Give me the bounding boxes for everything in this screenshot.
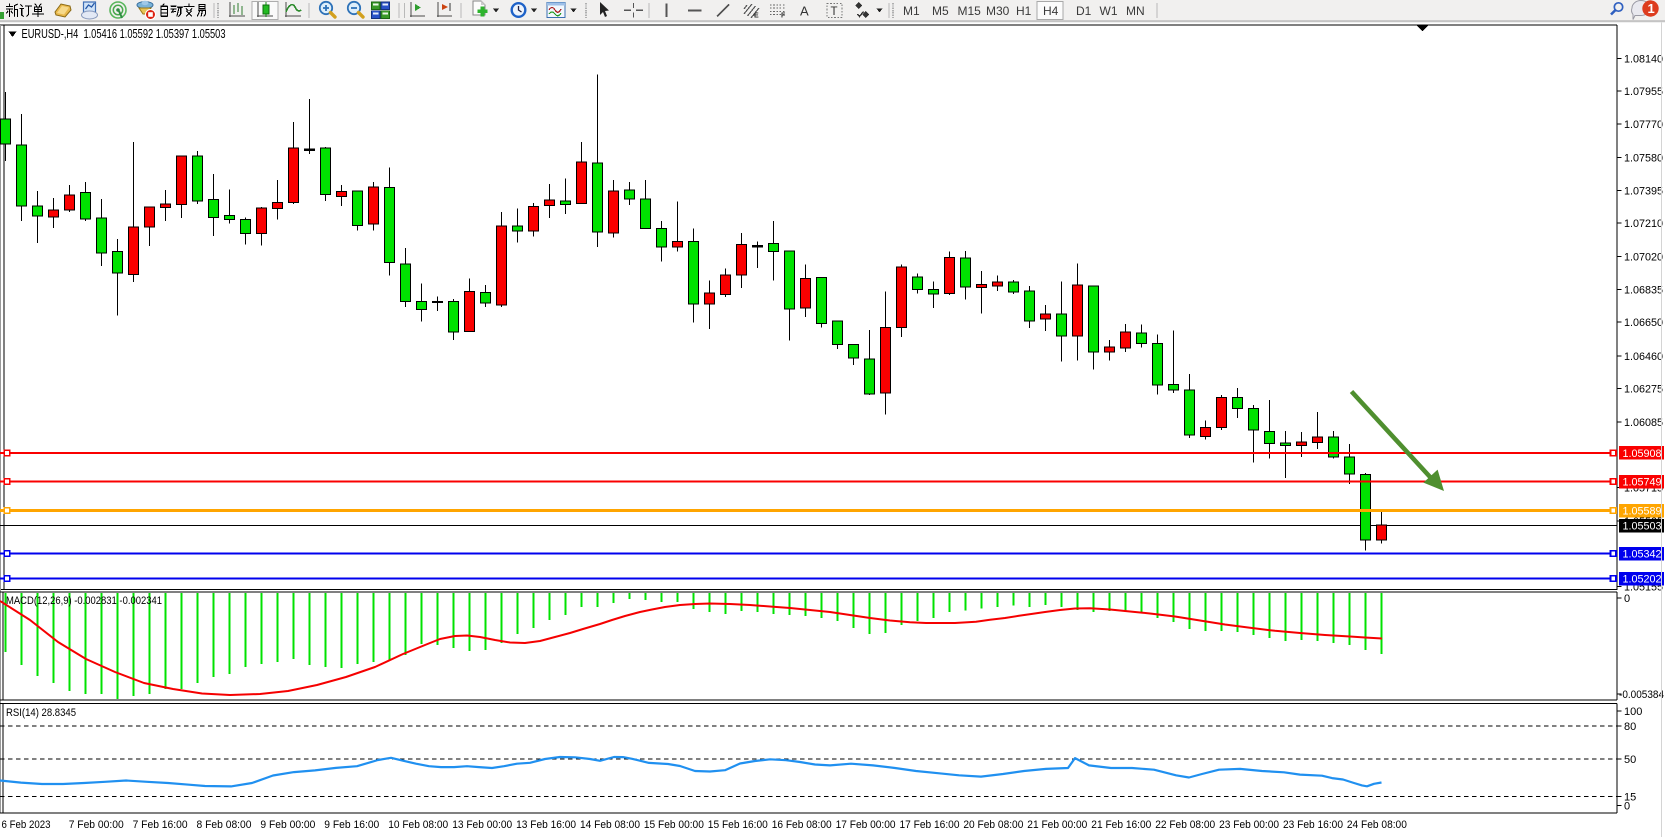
svg-text:16 Feb 08:00: 16 Feb 08:00 xyxy=(772,819,832,831)
svg-text:M5: M5 xyxy=(932,4,949,18)
svg-text:1.07020: 1.07020 xyxy=(1624,252,1663,264)
svg-text:1.05342: 1.05342 xyxy=(1623,549,1662,561)
svg-text:1.08140: 1.08140 xyxy=(1624,54,1663,66)
svg-text:13 Feb 00:00: 13 Feb 00:00 xyxy=(452,819,512,831)
svg-text:24 Feb 08:00: 24 Feb 08:00 xyxy=(1347,819,1407,831)
svg-text:22 Feb 08:00: 22 Feb 08:00 xyxy=(1155,819,1215,831)
svg-text:0: 0 xyxy=(1624,801,1630,813)
svg-text:1.05503: 1.05503 xyxy=(1623,521,1662,533)
svg-text:15 Feb 16:00: 15 Feb 16:00 xyxy=(708,819,768,831)
svg-text:17 Feb 00:00: 17 Feb 00:00 xyxy=(836,819,896,831)
svg-text:1.05908: 1.05908 xyxy=(1623,448,1662,460)
svg-text:1.06085: 1.06085 xyxy=(1624,417,1663,429)
svg-text:50: 50 xyxy=(1624,754,1636,766)
svg-text:1.07770: 1.07770 xyxy=(1624,119,1663,131)
svg-text:M30: M30 xyxy=(986,4,1010,18)
svg-text:MACD(12,26,9) -0.002831 -0.002: MACD(12,26,9) -0.002831 -0.002341 xyxy=(6,595,162,607)
svg-text:23 Feb 16:00: 23 Feb 16:00 xyxy=(1283,819,1343,831)
svg-text:20 Feb 08:00: 20 Feb 08:00 xyxy=(963,819,1023,831)
svg-text:1.06460: 1.06460 xyxy=(1624,351,1663,363)
svg-text:1.05202: 1.05202 xyxy=(1623,574,1662,586)
svg-text:W1: W1 xyxy=(1100,4,1118,18)
svg-text:1.06835: 1.06835 xyxy=(1624,285,1663,297)
svg-text:21 Feb 00:00: 21 Feb 00:00 xyxy=(1027,819,1087,831)
svg-text:T: T xyxy=(831,6,838,18)
svg-text:10 Feb 08:00: 10 Feb 08:00 xyxy=(388,819,448,831)
svg-text:F: F xyxy=(781,13,786,20)
svg-text:EURUSD-,H4 1.05416 1.05592 1.: EURUSD-,H4 1.05416 1.05592 1.05397 1.055… xyxy=(22,27,226,41)
svg-text:100: 100 xyxy=(1624,706,1642,718)
svg-text:1.07955: 1.07955 xyxy=(1624,86,1663,98)
svg-text:14 Feb 08:00: 14 Feb 08:00 xyxy=(580,819,640,831)
svg-text:-0.005384: -0.005384 xyxy=(1619,689,1664,701)
svg-text:15 Feb 00:00: 15 Feb 00:00 xyxy=(644,819,704,831)
svg-text:1.06275: 1.06275 xyxy=(1624,384,1663,396)
svg-text:M1: M1 xyxy=(903,4,920,18)
svg-text:1.07395: 1.07395 xyxy=(1624,186,1663,198)
svg-text:7 Feb 00:00: 7 Feb 00:00 xyxy=(69,819,124,831)
svg-text:1.07580: 1.07580 xyxy=(1624,153,1663,165)
svg-text:1: 1 xyxy=(1648,1,1655,16)
svg-text:15: 15 xyxy=(1624,792,1636,804)
svg-text:1.07210: 1.07210 xyxy=(1624,218,1663,230)
svg-text:D1: D1 xyxy=(1076,4,1092,18)
svg-text:MN: MN xyxy=(1126,4,1145,18)
svg-text:M15: M15 xyxy=(958,4,982,18)
svg-text:E: E xyxy=(754,13,759,20)
svg-text:13 Feb 16:00: 13 Feb 16:00 xyxy=(516,819,576,831)
svg-text:1.05749: 1.05749 xyxy=(1623,477,1662,489)
svg-text:80: 80 xyxy=(1624,721,1636,733)
svg-text:H1: H1 xyxy=(1016,4,1032,18)
svg-text:6 Feb 2023: 6 Feb 2023 xyxy=(2,819,51,831)
svg-text:21 Feb 16:00: 21 Feb 16:00 xyxy=(1091,819,1151,831)
svg-text:17 Feb 16:00: 17 Feb 16:00 xyxy=(900,819,960,831)
svg-text:H4: H4 xyxy=(1043,4,1059,18)
svg-text:23 Feb 00:00: 23 Feb 00:00 xyxy=(1219,819,1279,831)
svg-text:9 Feb 16:00: 9 Feb 16:00 xyxy=(324,819,379,831)
svg-text:8 Feb 08:00: 8 Feb 08:00 xyxy=(197,819,252,831)
svg-text:1.06650: 1.06650 xyxy=(1624,317,1663,329)
svg-text:9 Feb 00:00: 9 Feb 00:00 xyxy=(260,819,315,831)
svg-text:0: 0 xyxy=(1624,593,1630,605)
svg-text:1.05589: 1.05589 xyxy=(1623,506,1662,518)
svg-text:7 Feb 16:00: 7 Feb 16:00 xyxy=(133,819,188,831)
svg-text:RSI(14) 28.8345: RSI(14) 28.8345 xyxy=(6,707,76,719)
svg-text:A: A xyxy=(800,4,809,19)
